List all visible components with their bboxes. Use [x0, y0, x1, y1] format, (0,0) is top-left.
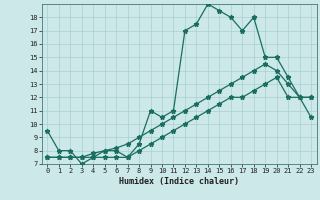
X-axis label: Humidex (Indice chaleur): Humidex (Indice chaleur): [119, 177, 239, 186]
